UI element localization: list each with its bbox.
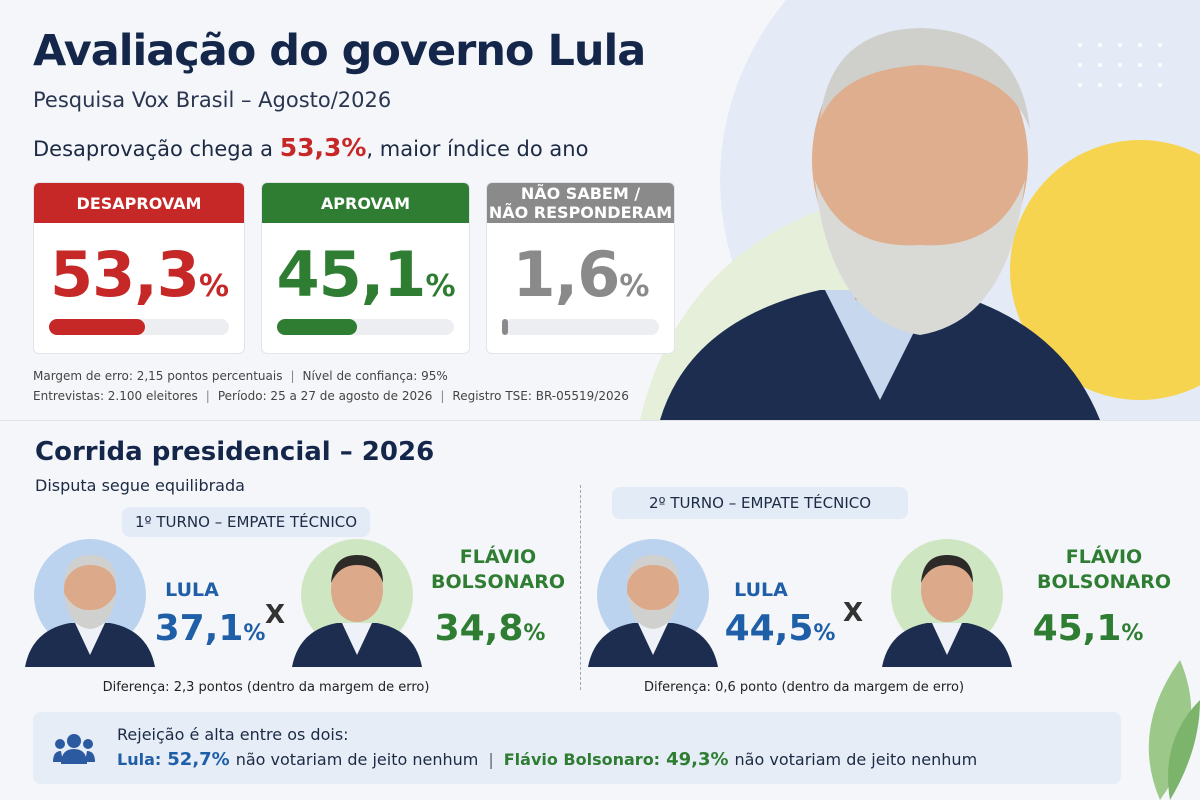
value-number: 45,1: [1032, 608, 1122, 649]
candidate-photo: [25, 539, 155, 667]
headline-text: Desaprovação chega a: [33, 137, 280, 161]
rejection-box: Rejeição é alta entre os dois: Lula: 52,7%…: [33, 712, 1121, 784]
rejection-text: não votariam de jeito nenhum: [734, 750, 978, 769]
value-number: 34,8: [434, 608, 524, 649]
note-line: Margem de erro: 2,15 pontos percentuais |…: [33, 369, 448, 383]
card-header: DESAPROVAM: [34, 183, 244, 223]
card-value: 45,1%: [262, 238, 469, 311]
note-item: Período: 25 a 27 de agosto de 2026: [217, 389, 433, 403]
note-item: Margem de erro: 2,15 pontos percentuais: [33, 369, 283, 383]
value-number: 53,3: [49, 238, 200, 311]
bar-track: [49, 319, 229, 335]
card-header: APROVAM: [262, 183, 469, 223]
candidate-name: FLÁVIO BOLSONARO: [1037, 545, 1171, 595]
rejection-name: Flávio Bolsonaro:: [503, 750, 661, 769]
candidate-value: 34,8%: [435, 608, 546, 649]
candidate-name: LULA: [165, 578, 219, 603]
rejection-name: Lula:: [117, 750, 162, 769]
versus: X: [264, 600, 286, 630]
candidate-photo: [292, 539, 422, 667]
candidate-value: 37,1%: [155, 608, 266, 649]
headline-text: , maior índice do ano: [366, 137, 589, 161]
headline-highlight: 53,3%: [279, 133, 367, 162]
bar-fill: [277, 319, 357, 335]
divider: [0, 420, 1200, 421]
rejection-text: não votariam de jeito nenhum: [235, 750, 479, 769]
value-unit: %: [813, 621, 836, 646]
people-icon: [53, 734, 95, 764]
note-item: Registro TSE: BR-05519/2026: [452, 389, 629, 403]
value-unit: %: [425, 269, 455, 304]
value-unit: %: [1121, 621, 1144, 646]
round-label: 2º TURNO – EMPATE TÉCNICO: [612, 487, 908, 519]
separator: |: [290, 369, 295, 383]
subtitle: Pesquisa Vox Brasil – Agosto/2026: [33, 88, 392, 112]
name-line: FLÁVIO: [1065, 546, 1143, 568]
card-header: NÃO SABEM / NÃO RESPONDERAM: [487, 183, 674, 223]
difference: Diferença: 0,6 ponto (dentro da margem d…: [643, 680, 965, 695]
bar-fill: [502, 319, 509, 335]
value-number: 44,5: [724, 608, 814, 649]
note-item: Entrevistas: 2.100 eleitores: [33, 389, 198, 403]
value-unit: %: [523, 621, 546, 646]
stat-card: DESAPROVAM 53,3%: [33, 182, 245, 354]
bar-fill: [49, 319, 145, 335]
rejection-value: 52,7%: [167, 749, 230, 770]
versus: X: [842, 598, 864, 628]
portrait: [640, 0, 1200, 420]
title: Avaliação do governo Lula: [33, 26, 646, 76]
card-label: APROVAM: [320, 193, 411, 213]
name-line: BOLSONARO: [431, 571, 565, 593]
value-number: 45,1: [276, 238, 426, 311]
separator: |: [440, 389, 445, 403]
leaves: [1148, 660, 1200, 800]
value-unit: %: [198, 269, 229, 304]
bar-track: [502, 319, 659, 335]
stat-card: NÃO SABEM / NÃO RESPONDERAM 1,6%: [486, 182, 675, 354]
value-number: 37,1: [154, 608, 244, 649]
card-label: NÃO SABEM /: [520, 184, 641, 203]
card-label: DESAPROVAM: [76, 193, 202, 213]
candidate-photo: [882, 539, 1012, 667]
value-number: 1,6: [512, 238, 621, 311]
card-label: NÃO RESPONDERAM: [488, 203, 673, 222]
card-value: 1,6%: [487, 238, 674, 311]
separator: |: [488, 750, 494, 769]
note-line: Entrevistas: 2.100 eleitores | Período: 25…: [33, 389, 629, 403]
candidate-name: LULA: [734, 578, 788, 603]
stat-card: APROVAM 45,1%: [261, 182, 470, 354]
separator: |: [205, 389, 210, 403]
name-line: BOLSONARO: [1037, 571, 1171, 593]
name-line: LULA: [165, 579, 219, 601]
round-divider: [580, 485, 581, 690]
candidate-value: 45,1%: [1033, 608, 1144, 649]
rejection-title: Rejeição é alta entre os dois:: [117, 725, 349, 744]
value-unit: %: [243, 621, 266, 646]
name-line: FLÁVIO: [459, 546, 537, 568]
card-value: 53,3%: [34, 238, 244, 311]
difference: Diferença: 2,3 pontos (dentro da margem …: [102, 680, 430, 695]
note-item: Nível de confiança: 95%: [302, 369, 448, 383]
round-label: 1º TURNO – EMPATE TÉCNICO: [122, 507, 370, 537]
rejection-line: Lula: 52,7% não votariam de jeito nenhum | F…: [117, 749, 977, 770]
section-subtitle: Disputa segue equilibrada: [35, 476, 245, 495]
bar-track: [277, 319, 454, 335]
candidate-name: FLÁVIO BOLSONARO: [431, 545, 565, 595]
rejection-value: 49,3%: [666, 749, 729, 770]
section-title: Corrida presidencial – 2026: [35, 437, 435, 467]
value-unit: %: [619, 269, 649, 304]
candidate-value: 44,5%: [725, 608, 836, 649]
candidate-photo: [588, 539, 718, 667]
name-line: LULA: [734, 579, 788, 601]
headline: Desaprovação chega a 53,3%, maior índice…: [33, 133, 588, 162]
